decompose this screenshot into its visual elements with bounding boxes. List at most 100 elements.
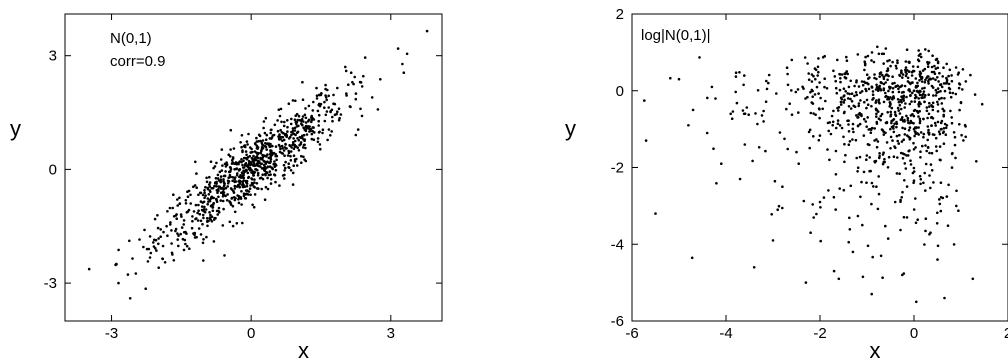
scatter-point: [900, 69, 903, 72]
scatter-point: [901, 76, 904, 79]
scatter-point: [797, 162, 800, 165]
scatter-point: [227, 153, 230, 156]
scatter-point: [231, 179, 234, 183]
scatter-point: [810, 80, 814, 83]
scatter-point: [198, 212, 202, 216]
scatter-point: [279, 128, 282, 132]
scatter-point: [916, 218, 919, 221]
scatter-point: [839, 103, 843, 106]
y-tick-label: -4: [611, 236, 624, 253]
scatter-point: [853, 94, 856, 98]
scatter-point: [868, 143, 871, 147]
scatter-point: [231, 156, 235, 159]
scatter-point: [898, 74, 902, 78]
scatter-point: [209, 204, 213, 208]
scatter-point: [283, 177, 286, 180]
scatter-point: [899, 228, 902, 232]
scatter-point: [832, 269, 836, 273]
scatter-point: [221, 199, 225, 203]
scatter-point: [882, 62, 885, 65]
scatter-point: [186, 195, 190, 198]
scatter-point: [217, 187, 220, 191]
scatter-point: [315, 94, 319, 97]
scatter-point: [293, 160, 297, 163]
scatter-point: [898, 172, 901, 175]
scatter-point: [191, 219, 194, 223]
scatter-point: [947, 82, 951, 86]
scatter-point: [842, 100, 845, 104]
scatter-point: [862, 134, 866, 137]
x-tick-label: 3: [387, 325, 395, 342]
scatter-point: [231, 204, 235, 208]
scatter-point: [287, 149, 291, 153]
scatter-point: [250, 177, 253, 180]
scatter-point: [330, 108, 334, 112]
scatter-point: [868, 156, 871, 159]
scatter-point: [905, 185, 909, 188]
scatter-point: [901, 73, 905, 76]
scatter-point: [870, 292, 873, 296]
scatter-point: [916, 81, 919, 85]
scatter-point: [742, 83, 745, 87]
scatter-point: [925, 106, 929, 109]
scatter-point: [912, 122, 915, 125]
scatter-point: [284, 166, 287, 170]
scatter-point: [291, 127, 295, 130]
scatter-point: [278, 138, 282, 141]
scatter-point: [815, 85, 819, 89]
scatter-point: [714, 97, 717, 100]
scatter-point: [891, 90, 895, 94]
scatter-point: [292, 147, 296, 151]
scatter-point: [155, 249, 158, 252]
scatter-point: [226, 193, 229, 196]
scatter-point: [224, 186, 228, 190]
scatter-point: [261, 139, 265, 142]
scatter-point: [304, 116, 308, 120]
scatter-point: [938, 132, 942, 136]
scatter-point: [211, 186, 215, 190]
scatter-point: [289, 122, 293, 126]
scatter-point: [954, 92, 958, 96]
scatter-point: [934, 78, 937, 82]
scatter-point: [280, 120, 283, 124]
scatter-point: [886, 59, 889, 63]
scatter-point: [316, 137, 320, 140]
scatter-point: [293, 139, 297, 143]
scatter-point: [858, 111, 861, 115]
scatter-point: [919, 55, 923, 59]
scatter-point: [877, 192, 881, 196]
scatter-point: [217, 195, 220, 199]
scatter-point: [235, 222, 239, 225]
scatter-point: [878, 152, 881, 155]
scatter-point: [884, 121, 888, 125]
scatter-point: [870, 51, 874, 54]
scatter-point: [190, 226, 194, 230]
scatter-point: [861, 83, 865, 87]
scatter-point: [973, 93, 977, 96]
scatter-point: [262, 120, 266, 123]
scatter-point: [953, 135, 957, 139]
scatter-point: [268, 161, 272, 164]
scatter-point: [257, 151, 260, 155]
scatter-point: [950, 121, 954, 125]
scatter-point: [240, 134, 244, 137]
scatter-point: [886, 97, 889, 101]
scatter-point: [846, 92, 849, 95]
scatter-point: [832, 195, 836, 199]
scatter-point: [818, 108, 821, 111]
y-tick-label: 2: [616, 6, 624, 23]
scatter-point: [239, 141, 242, 144]
scatter-point: [765, 79, 768, 83]
scatter-point: [948, 68, 952, 72]
scatter-point: [912, 148, 916, 151]
scatter-point: [352, 82, 355, 86]
scatter-point: [301, 136, 304, 139]
scatter-point: [376, 108, 380, 111]
scatter-point: [895, 134, 899, 138]
scatter-point: [902, 215, 906, 219]
scatter-point: [889, 103, 892, 106]
scatter-point: [936, 110, 940, 113]
scatter-point: [865, 89, 868, 93]
scatter-point: [234, 197, 237, 200]
scatter-point: [786, 72, 789, 76]
